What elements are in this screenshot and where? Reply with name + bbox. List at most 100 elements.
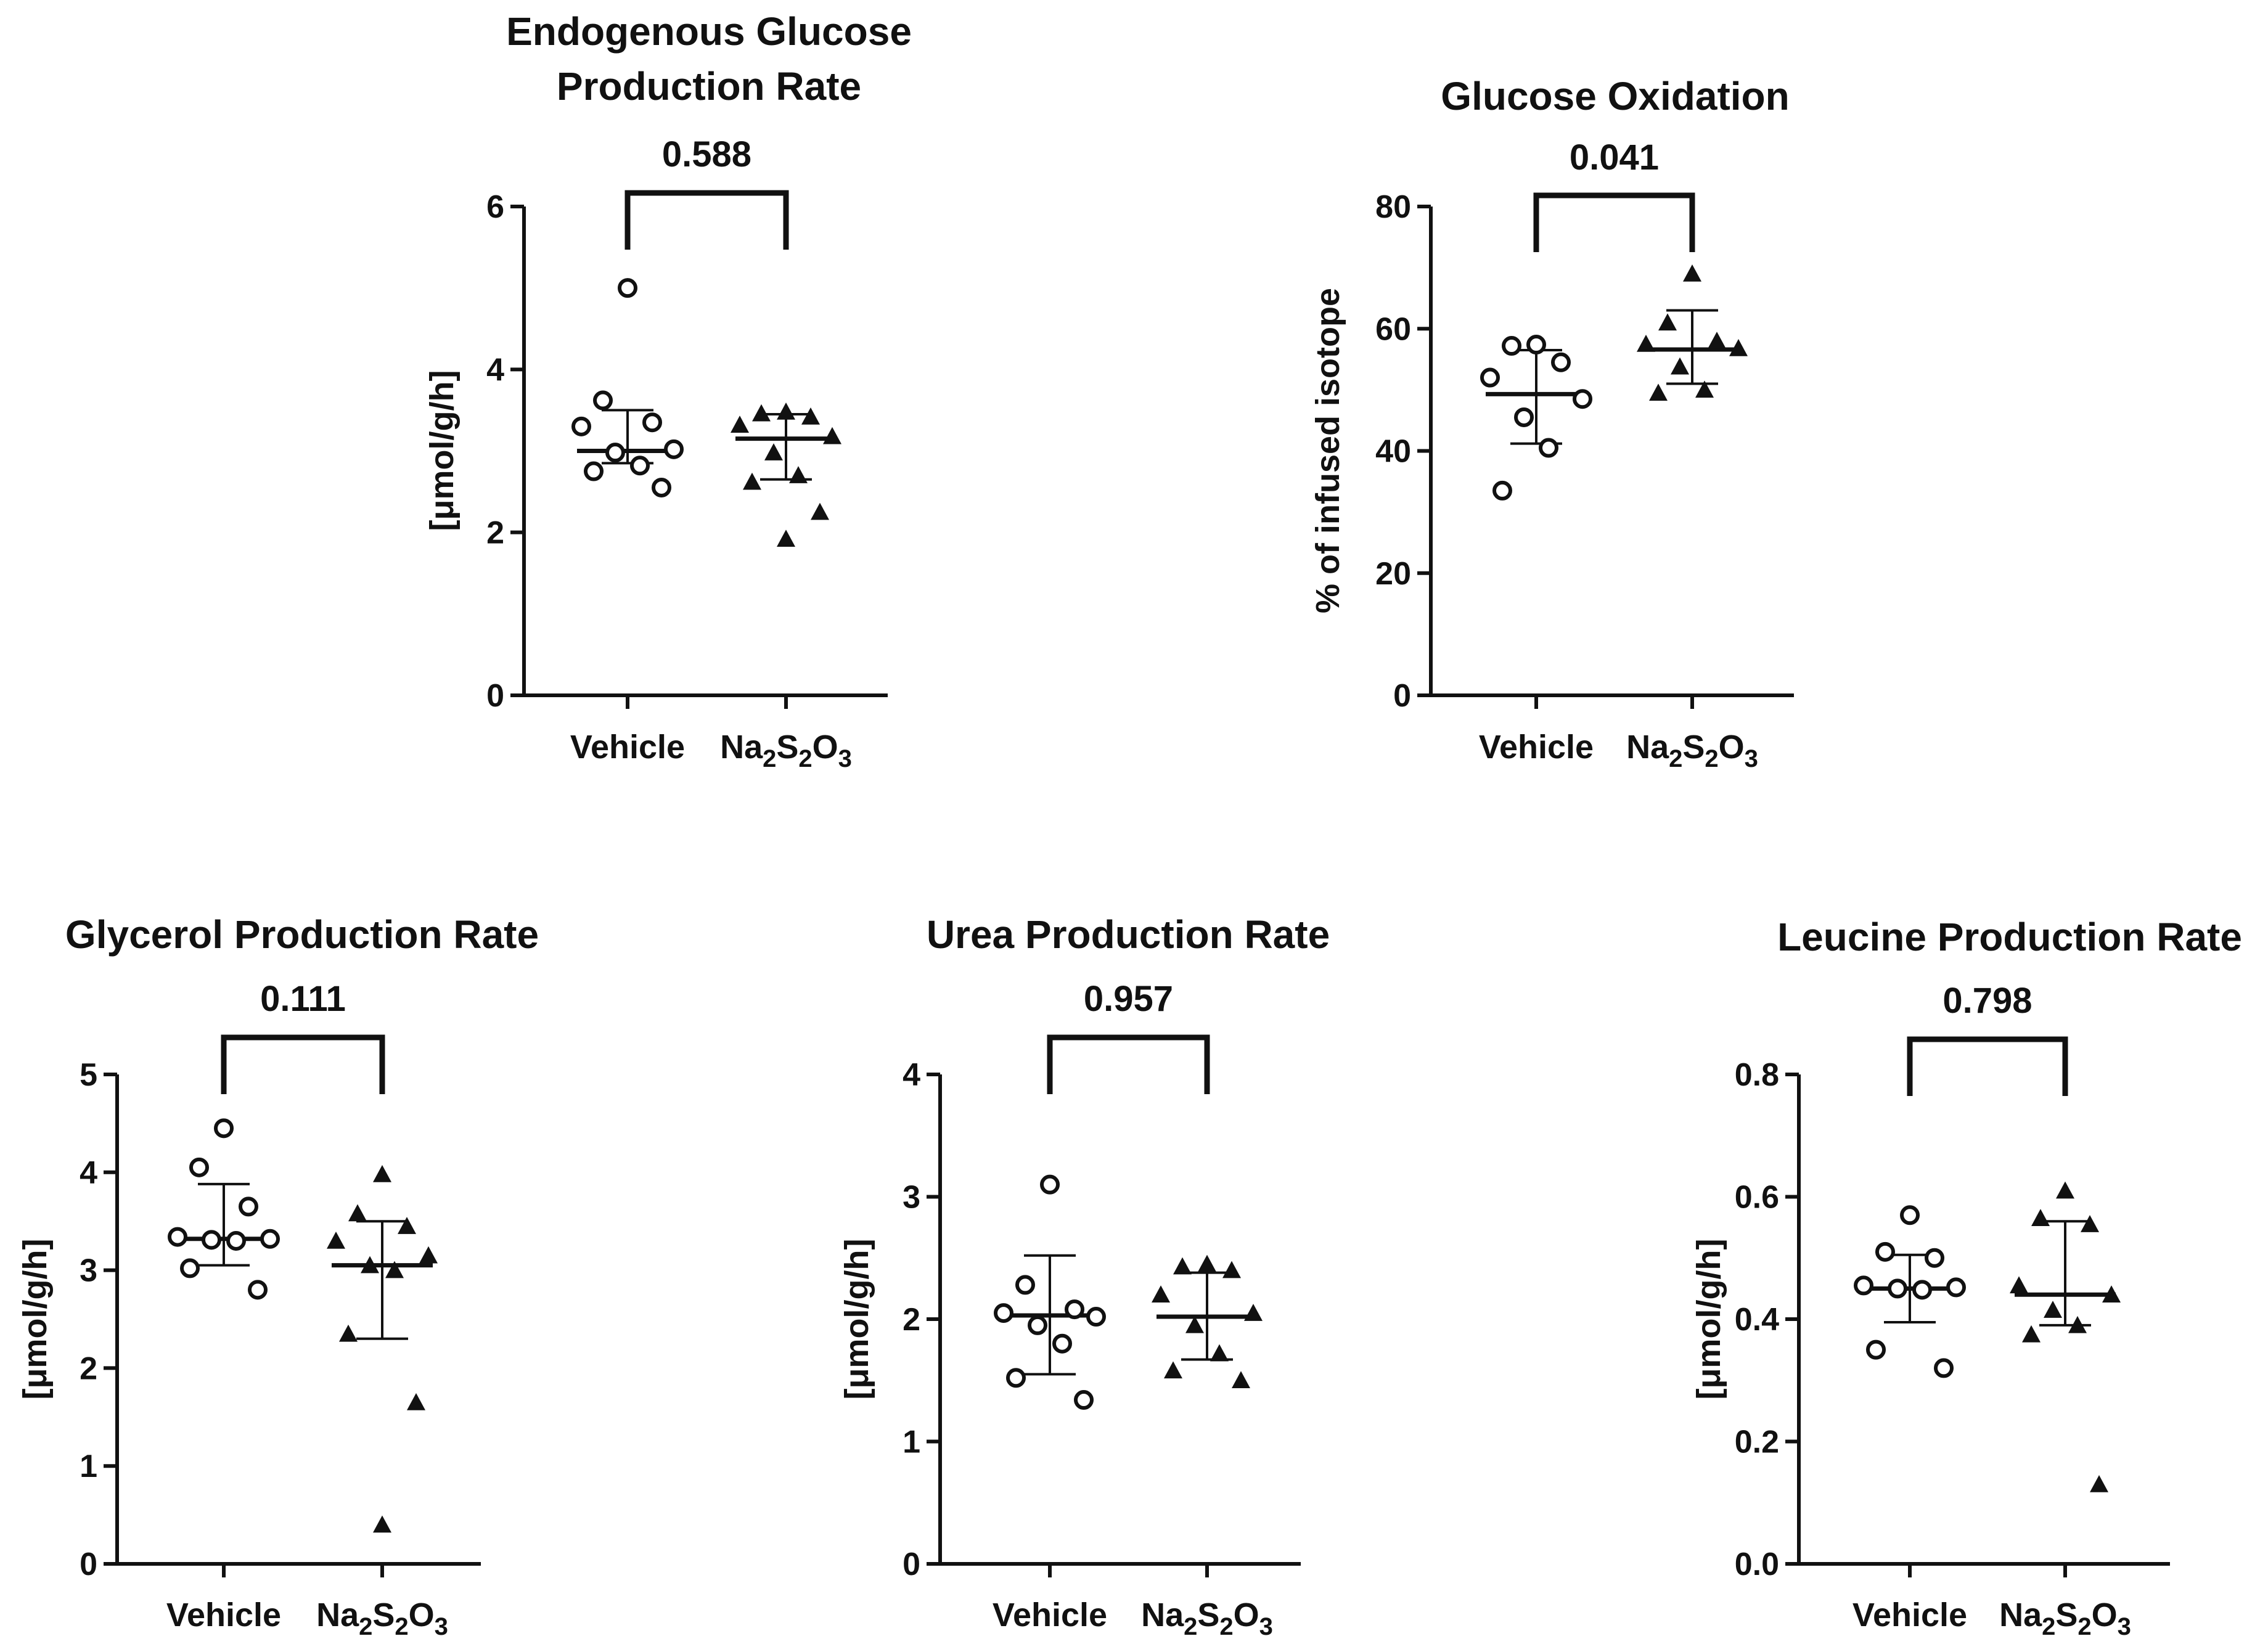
data-point-vehicle <box>1912 1280 1932 1300</box>
p-value-label: 0.041 <box>1570 137 1659 178</box>
y-tick-label: 2 <box>80 1351 97 1386</box>
data-point-treatment <box>385 1261 404 1278</box>
y-tick-label: 4 <box>80 1155 97 1191</box>
data-point-treatment <box>1683 264 1701 282</box>
y-tick-label: 0 <box>1393 678 1411 714</box>
data-point-treatment <box>419 1246 438 1264</box>
y-tick-label: 0 <box>80 1547 97 1582</box>
y-tick-label: 80 <box>1375 189 1411 225</box>
x-category-label: Na2S2O3 <box>316 1597 448 1640</box>
data-point-vehicle <box>1526 335 1546 355</box>
data-point-vehicle <box>1551 352 1571 372</box>
chart-panel-1: Endogenous Glucose Production Rate 0.588 0 2… <box>424 9 912 772</box>
data-point-treatment <box>1729 338 1748 356</box>
y-axis-label: [μmol/g/h] <box>17 1239 54 1400</box>
data-point-vehicle <box>260 1229 280 1249</box>
data-point-treatment <box>777 403 795 420</box>
data-point-vehicle <box>180 1258 200 1278</box>
significance-bracket <box>1907 1036 2068 1096</box>
data-point-vehicle <box>248 1280 268 1300</box>
data-point-treatment <box>2090 1474 2108 1492</box>
data-point-treatment <box>407 1392 425 1410</box>
y-tick-label: 3 <box>80 1253 97 1289</box>
y-tick-label: 40 <box>1375 434 1411 470</box>
data-point-treatment <box>764 443 783 460</box>
data-point-vehicle <box>1006 1368 1026 1388</box>
x-category-label: Na2S2O3 <box>1141 1597 1273 1640</box>
data-point-vehicle <box>226 1230 246 1251</box>
y-tick-label: 0 <box>903 1547 920 1582</box>
data-point-vehicle <box>1480 367 1500 388</box>
data-point-treatment <box>373 1164 391 1182</box>
data-point-vehicle <box>239 1196 258 1217</box>
data-point-treatment <box>823 427 841 444</box>
x-category-label: Vehicle <box>166 1597 281 1634</box>
y-tick-label: 0.6 <box>1735 1180 1779 1216</box>
x-category-label: Na2S2O3 <box>720 729 852 772</box>
data-point-vehicle <box>189 1157 209 1177</box>
data-point-treatment <box>1671 357 1689 375</box>
x-category-label: Vehicle <box>1479 729 1594 766</box>
data-point-vehicle <box>1065 1299 1084 1320</box>
data-point-vehicle <box>1875 1241 1895 1262</box>
data-point-treatment <box>327 1231 345 1249</box>
y-tick-label: 1 <box>903 1425 920 1460</box>
data-point-vehicle <box>168 1227 187 1247</box>
data-point-treatment <box>361 1256 379 1274</box>
data-point-treatment <box>1173 1257 1192 1275</box>
significance-bracket <box>1047 1034 1210 1094</box>
data-point-vehicle <box>593 390 613 411</box>
data-point-treatment <box>2044 1301 2062 1318</box>
data-point-vehicle <box>1028 1315 1047 1335</box>
data-point-treatment <box>1210 1344 1229 1362</box>
y-tick-label: 3 <box>903 1180 920 1216</box>
y-tick-label: 20 <box>1375 556 1411 592</box>
data-point-treatment <box>801 407 820 425</box>
data-point-treatment <box>811 502 829 520</box>
p-value-label: 0.588 <box>662 134 751 174</box>
data-point-treatment <box>2056 1181 2074 1199</box>
y-tick-label: 2 <box>486 515 504 551</box>
y-tick-label: 5 <box>80 1057 97 1093</box>
data-point-vehicle <box>1888 1278 1907 1299</box>
chart-title: Glucose Oxidation <box>1441 74 1789 118</box>
x-category-label: Vehicle <box>993 1597 1107 1634</box>
data-point-treatment <box>1637 335 1655 352</box>
y-axis-label: [μmol/g/h] <box>1690 1239 1727 1400</box>
data-point-vehicle <box>571 416 591 436</box>
data-point-treatment <box>1152 1285 1170 1303</box>
data-point-treatment <box>1649 383 1668 401</box>
data-point-treatment <box>2081 1215 2099 1232</box>
data-point-treatment <box>743 472 761 490</box>
data-point-vehicle <box>642 412 662 433</box>
data-point-treatment <box>398 1217 416 1234</box>
y-axis-label: % of infused isotope <box>1309 288 1346 613</box>
chart-panel-4: Urea Production Rate 0.957 0 1 2 3 4 Vehicle Na2… <box>838 912 1330 1640</box>
data-point-treatment <box>1708 332 1726 349</box>
data-point-treatment <box>1695 380 1714 398</box>
data-point-vehicle <box>1086 1307 1106 1327</box>
data-point-treatment <box>2031 1209 2050 1226</box>
data-point-treatment <box>789 466 808 483</box>
data-point-treatment <box>373 1515 391 1533</box>
y-tick-label: 1 <box>80 1449 97 1484</box>
data-point-treatment <box>1244 1304 1263 1321</box>
chart-title: Leucine Production Rate <box>1777 915 2242 959</box>
y-tick-label: 2 <box>903 1302 920 1338</box>
data-point-treatment <box>2068 1315 2087 1333</box>
data-point-treatment <box>1164 1361 1182 1379</box>
data-point-vehicle <box>584 461 604 481</box>
data-point-vehicle <box>994 1303 1013 1323</box>
data-point-vehicle <box>1052 1333 1072 1354</box>
data-point-vehicle <box>1502 336 1521 356</box>
chart-title: Urea Production Rate <box>927 912 1330 957</box>
y-tick-label: 6 <box>486 189 504 225</box>
data-point-treatment <box>1185 1315 1204 1333</box>
p-value-label: 0.957 <box>1084 979 1173 1019</box>
data-point-vehicle <box>202 1230 221 1250</box>
data-point-vehicle <box>1492 480 1512 501</box>
y-tick-label: 0.0 <box>1735 1547 1779 1582</box>
y-tick-label: 0.8 <box>1735 1057 1779 1093</box>
y-tick-label: 0.4 <box>1735 1302 1779 1338</box>
data-point-vehicle <box>630 456 650 476</box>
